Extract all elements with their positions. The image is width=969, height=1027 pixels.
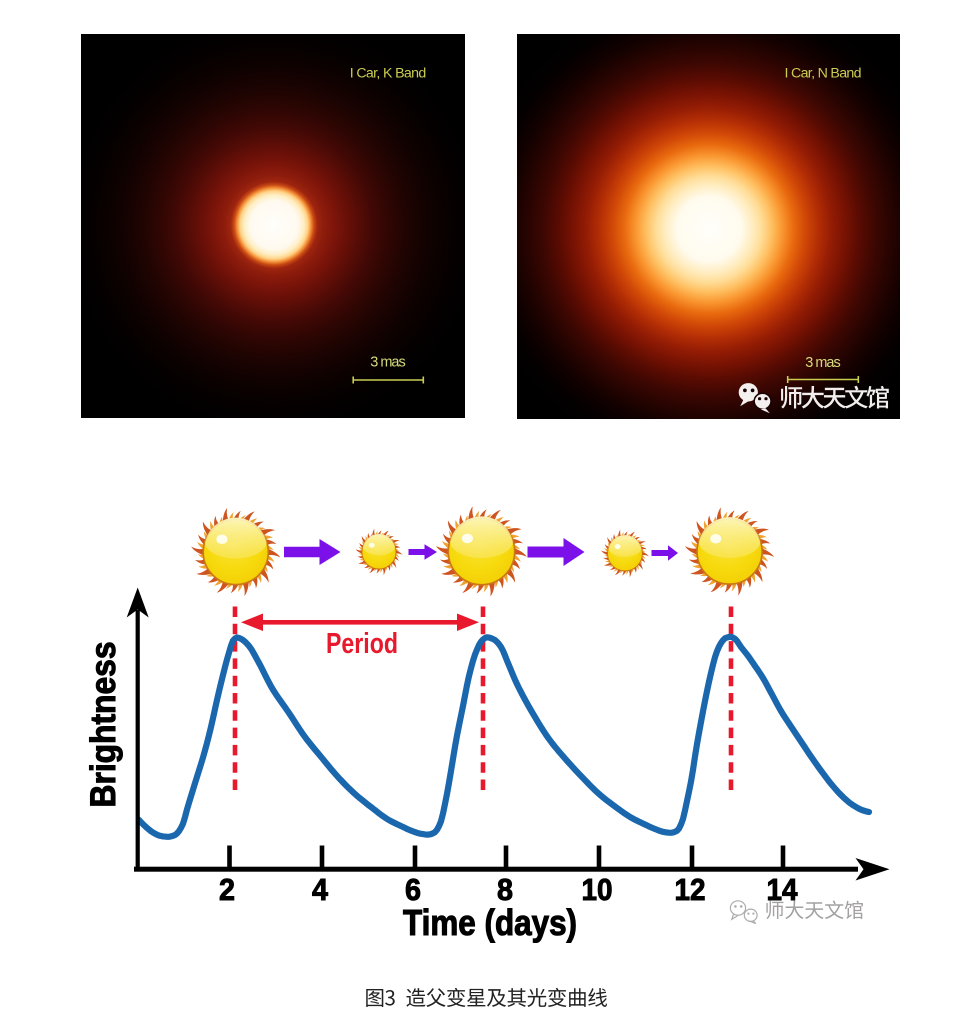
svg-text:14: 14 (767, 872, 799, 907)
svg-text:3 mas: 3 mas (370, 355, 406, 371)
svg-text:I Car, K Band: I Car, K Band (350, 66, 427, 82)
svg-text:6: 6 (405, 872, 421, 907)
svg-text:10: 10 (582, 872, 613, 907)
svg-text:Period: Period (326, 628, 398, 660)
svg-text:3 mas: 3 mas (805, 355, 841, 371)
svg-text:12: 12 (675, 872, 706, 907)
svg-text:Time (days): Time (days) (403, 902, 577, 943)
svg-text:I Car, N Band: I Car, N Band (785, 66, 862, 82)
svg-text:Brightness: Brightness (84, 642, 123, 808)
svg-text:8: 8 (497, 872, 513, 907)
svg-text:4: 4 (312, 872, 329, 907)
svg-text:2: 2 (219, 872, 235, 907)
